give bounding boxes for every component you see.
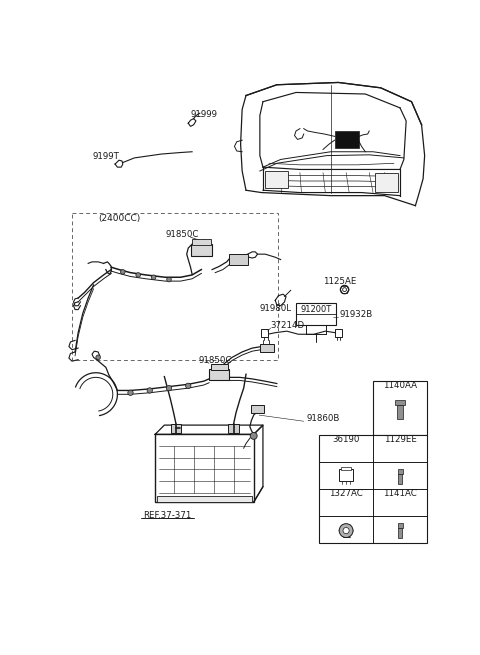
Bar <box>191 244 212 257</box>
Text: REF.37-371: REF.37-371 <box>143 511 192 519</box>
Bar <box>398 474 402 485</box>
Text: 91932B: 91932B <box>340 310 373 320</box>
Bar <box>335 131 359 148</box>
Text: 91999: 91999 <box>190 109 217 119</box>
Bar <box>155 434 254 502</box>
Bar <box>228 424 239 433</box>
Text: 36190: 36190 <box>333 435 360 444</box>
Bar <box>398 469 403 474</box>
Circle shape <box>250 432 257 440</box>
Circle shape <box>167 277 171 282</box>
Bar <box>398 527 402 538</box>
Bar <box>229 254 248 265</box>
Circle shape <box>340 286 349 294</box>
Bar <box>319 435 427 543</box>
Circle shape <box>166 385 172 391</box>
Bar <box>170 424 181 433</box>
Bar <box>209 369 229 380</box>
Bar <box>375 172 398 192</box>
Bar <box>341 466 351 470</box>
Bar <box>262 329 268 337</box>
Bar <box>373 381 427 435</box>
Bar <box>336 329 342 337</box>
Circle shape <box>147 388 153 393</box>
Circle shape <box>343 527 349 534</box>
Bar <box>260 345 274 352</box>
Circle shape <box>339 523 353 538</box>
Bar <box>397 405 403 419</box>
Text: 91850C: 91850C <box>199 356 232 365</box>
Circle shape <box>186 383 191 388</box>
Bar <box>211 364 228 369</box>
Text: 1129EE: 1129EE <box>384 435 417 444</box>
Bar <box>339 469 353 481</box>
Circle shape <box>343 288 347 291</box>
Circle shape <box>96 355 100 360</box>
Bar <box>156 496 252 502</box>
Circle shape <box>151 275 156 280</box>
Text: 1140AA: 1140AA <box>383 381 417 390</box>
Text: (2400CC): (2400CC) <box>98 214 141 223</box>
Bar <box>395 400 406 405</box>
Circle shape <box>128 390 133 396</box>
Bar <box>252 405 264 413</box>
Text: 91860B: 91860B <box>306 415 339 423</box>
Text: 1141AC: 1141AC <box>383 489 417 498</box>
Text: 91980L: 91980L <box>259 305 291 313</box>
Bar <box>296 303 336 325</box>
Text: 91850C: 91850C <box>166 231 199 240</box>
Circle shape <box>136 272 141 277</box>
Text: 1327AC: 1327AC <box>329 489 363 498</box>
Bar <box>398 523 403 527</box>
Text: 9199T: 9199T <box>93 152 120 161</box>
Bar <box>265 171 288 188</box>
Text: 37214D: 37214D <box>271 321 305 330</box>
Circle shape <box>120 270 125 274</box>
Text: 1125AE: 1125AE <box>323 276 357 286</box>
Text: 91200T: 91200T <box>300 305 332 314</box>
Bar <box>72 213 278 360</box>
Bar <box>192 239 211 245</box>
